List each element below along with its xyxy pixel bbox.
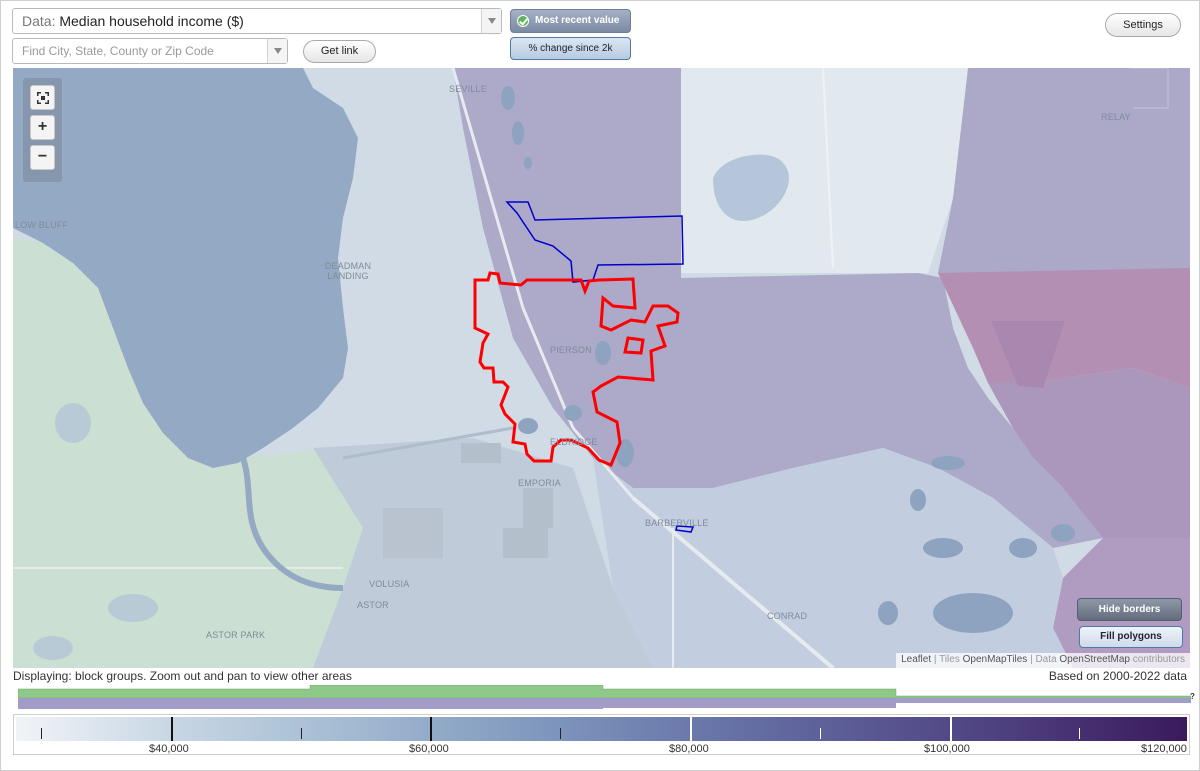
legend-tick [41,728,42,739]
settings-button[interactable]: Settings [1105,13,1181,37]
legend-tick [950,717,952,741]
search-dropdown-arrow[interactable] [267,39,287,63]
openmaptiles-link[interactable]: OpenMapTiles [962,654,1028,665]
zoom-in-button[interactable]: + [30,115,55,140]
legend-tick [171,717,173,741]
place-label: ASTOR [357,600,389,610]
legend-label: $40,000 [149,743,189,755]
location-search-input[interactable] [13,39,268,63]
attribution-text: | Tiles [931,654,963,665]
legend-label: $80,000 [669,743,709,755]
percent-change-button[interactable]: % change since 2k [510,37,631,60]
most-recent-value-button[interactable]: Most recent value [510,9,631,33]
legend-tick [430,717,432,741]
hide-borders-button[interactable]: Hide borders [1077,598,1182,621]
place-label: RELAY [1101,112,1131,122]
location-search[interactable] [12,38,288,64]
place-label: DEADMAN LANDING [324,261,372,281]
place-label: EMPORIA [518,478,561,488]
openstreetmap-link[interactable]: OpenStreetMap [1059,654,1130,665]
data-variable-select[interactable]: Data: Median household income ($) [12,8,502,34]
legend-label: $60,000 [409,743,449,755]
legend-tick [1079,728,1080,739]
map-base-layer [13,68,1190,668]
data-select-arrow[interactable] [481,9,501,33]
most-recent-label: Most recent value [535,15,620,26]
fill-polygons-button[interactable]: Fill polygons [1079,626,1183,648]
fullscreen-icon [37,92,49,104]
zoom-controls: + − [23,78,62,182]
data-value: Median household income ($) [59,13,244,29]
map-canvas[interactable]: SEVILLE RELAY LOW BLUFF DEADMAN LANDING … [13,68,1190,668]
question-mark[interactable]: ? [1190,692,1195,701]
leaflet-link[interactable]: Leaflet [901,654,932,665]
place-label: CONRAD [767,611,808,621]
legend-tick [560,728,561,739]
data-label: Data: [22,13,56,29]
legend-tick [301,728,302,739]
fullscreen-button[interactable] [30,85,55,110]
legend-tick [690,717,692,741]
zoom-out-button[interactable]: − [30,145,55,170]
place-label: ELDRIDGE [550,437,598,447]
get-link-button[interactable]: Get link [303,40,376,63]
place-label: LOW BLUFF [15,220,69,230]
place-label: VOLUSIA [369,579,410,589]
legend-tick [820,728,821,739]
color-legend: $40,000 $60,000 $80,000 $100,000 $120,00… [13,714,1190,755]
legend-label: $100,000 [924,743,970,755]
map-attribution: Leaflet | Tiles OpenMapTiles | Data Open… [896,653,1190,668]
place-label: ASTOR PARK [206,630,266,640]
chevron-down-icon [274,48,282,54]
place-label: PIERSON [550,345,592,355]
checkmark-icon [517,15,529,27]
chevron-down-icon [488,18,496,24]
data-range-status: Based on 2000-2022 data [1048,669,1187,683]
place-label: BARBERVILLE [645,518,709,528]
place-label: SEVILLE [449,84,487,94]
attribution-text: contributors [1129,654,1185,665]
displaying-status: Displaying: block groups. Zoom out and p… [13,669,352,683]
attribution-text: | Data [1027,654,1060,665]
legend-gradient-bar [16,717,1187,741]
value-range-bars [18,685,1191,709]
legend-label: $120,000 [1141,743,1187,755]
